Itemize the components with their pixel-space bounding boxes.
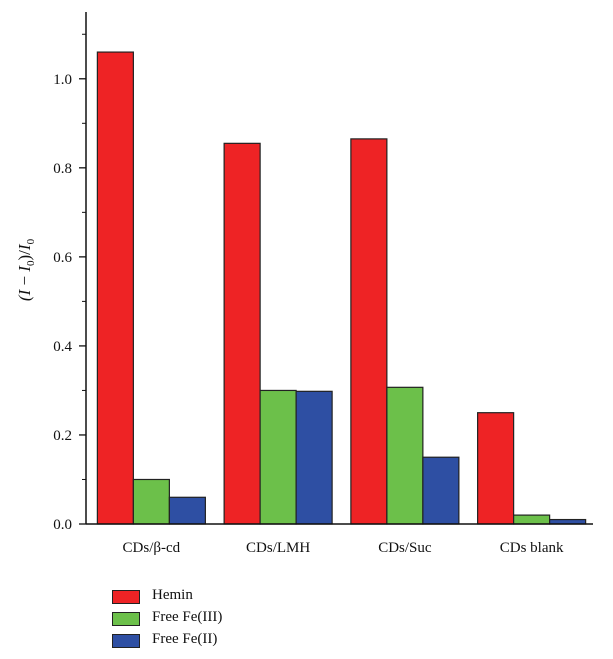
bar-free-fe-iii	[259, 389, 297, 525]
bar-hemin	[96, 51, 134, 525]
bar-hemin	[223, 142, 261, 525]
svg-text:(I − I0)/I0: (I − I0)/I0	[15, 238, 37, 301]
bar-free-fe-ii	[295, 390, 333, 525]
bar-free-fe-iii	[132, 478, 170, 525]
bar-free-fe-iii	[513, 514, 551, 525]
bar-free-fe-ii	[168, 496, 206, 525]
bar-hemin	[477, 412, 515, 525]
x-tick-label: CDs/β-cd	[123, 540, 181, 556]
y-tick-label: 0.0	[53, 517, 72, 533]
legend-label: Free Fe(II)	[152, 631, 218, 647]
x-tick-label: CDs/Suc	[378, 540, 432, 556]
bar-free-fe-ii	[422, 456, 460, 525]
legend-label: Hemin	[152, 587, 193, 603]
bar-free-fe-iii	[386, 386, 424, 525]
bars-group	[96, 51, 587, 525]
y-tick-label: 0.4	[53, 339, 72, 355]
legend-swatch	[112, 612, 140, 626]
y-axis-label: (I − I0)/I0	[15, 238, 37, 301]
legend-swatch	[112, 634, 140, 648]
legend-label: Free Fe(III)	[152, 609, 223, 625]
bar-hemin	[350, 138, 388, 525]
x-tick-label: CDs/LMH	[246, 540, 310, 556]
y-tick-label: 1.0	[53, 72, 72, 88]
y-tick-label: 0.8	[53, 161, 72, 177]
y-tick-label: 0.2	[53, 428, 72, 444]
x-tick-label: CDs blank	[500, 540, 564, 556]
axes-group: 0.0 0.2 0.4 0.6 0.8 1.0 CDs/β-cd CDs/LMH CDs/Suc…	[53, 12, 593, 556]
legend-swatch	[112, 590, 140, 604]
y-tick-label: 0.6	[53, 250, 72, 266]
